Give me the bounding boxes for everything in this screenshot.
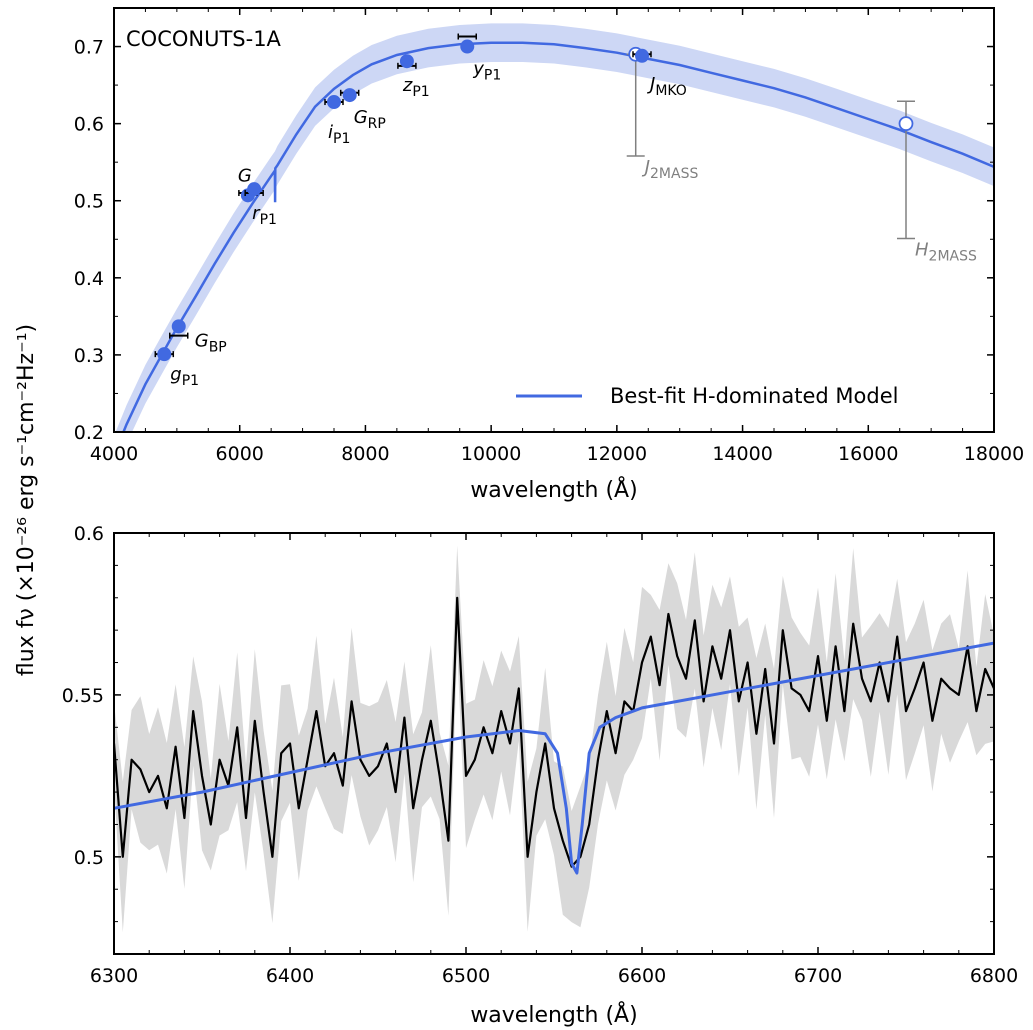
bottom-model-line: [114, 641, 994, 875]
top-xtick-label: 10000: [461, 443, 521, 465]
photometry-label: JMKO: [647, 74, 687, 99]
bottom-x-axis-title: wavelength (Å): [470, 1001, 637, 1028]
photometry-label: zP1: [402, 75, 430, 100]
photometry-point: [327, 95, 341, 110]
photometry-point: [399, 54, 414, 69]
photometry-point: [247, 182, 262, 197]
bottom-xtick-label: 6300: [90, 965, 138, 987]
top-xtick-label: 14000: [712, 443, 772, 465]
photometry-label: G: [238, 165, 252, 186]
bottom-ytick-label: 0.55: [62, 685, 104, 707]
top-xtick-label: 6000: [216, 443, 264, 465]
top-ytick-label: 0.2: [74, 422, 104, 444]
top-ytick-label: 0.3: [74, 345, 104, 367]
photometry-label: gP1: [170, 364, 199, 389]
photometry-label: yP1: [472, 59, 501, 84]
y-axis-title: flux fν (×10⁻²⁶ erg s⁻¹cm⁻²Hz⁻¹): [14, 324, 39, 676]
top-model-line: [122, 41, 994, 432]
photometry-label: GRP: [354, 107, 386, 132]
photometry-point: [171, 319, 186, 334]
bottom-xtick-label: 6400: [266, 965, 314, 987]
legend: Best-fit H-dominated Model: [516, 384, 898, 408]
top-xtick-label: 16000: [838, 443, 898, 465]
top-reference-points: J2MASS H2MASS: [626, 46, 977, 265]
top-x-axis-title: wavelength (Å): [470, 476, 637, 503]
top-ytick-label: 0.4: [74, 268, 104, 290]
photometry-label: rP1: [252, 203, 277, 228]
bottom-spectrum-band: [114, 545, 994, 933]
top-xtick-label: 8000: [341, 443, 389, 465]
bottom-lines: [114, 596, 994, 875]
top-xtick-label: 12000: [587, 443, 647, 465]
bottom-ticks: 6300 6400 6500 6600 6700 6800 0.5 0.55 0.6: [62, 523, 1018, 987]
photometry-label: iP1: [328, 122, 350, 147]
model-line: [122, 41, 994, 432]
photometry-point: [635, 48, 649, 63]
bottom-panel: 6300 6400 6500 6600 6700 6800 0.5 0.55 0.6 wavel…: [62, 523, 1018, 1028]
bottom-axes-frame: [113, 532, 995, 955]
top-ytick-label: 0.5: [74, 191, 104, 213]
bottom-xtick-label: 6600: [618, 965, 666, 987]
top-xtick-label: 18000: [964, 443, 1024, 465]
top-ytick-label: 0.7: [74, 37, 104, 59]
top-annotation: COCONUTS-1A: [126, 27, 282, 51]
ref-point: [898, 116, 914, 132]
spectrum-uncertainty-band: [114, 545, 994, 933]
top-xtick-label: 4000: [90, 443, 138, 465]
bottom-ytick-label: 0.5: [74, 847, 104, 869]
photometry-label: GBP: [195, 330, 227, 355]
ref-label: H2MASS: [915, 240, 977, 265]
photometry-point: [342, 88, 357, 103]
spectrum-line: [114, 596, 994, 868]
photometry-point: [460, 39, 475, 54]
bottom-xtick-label: 6700: [794, 965, 842, 987]
bottom-xtick-label: 6500: [442, 965, 490, 987]
photometry-point: [157, 347, 172, 362]
bottom-xtick-label: 6800: [970, 965, 1018, 987]
legend-label: Best-fit H-dominated Model: [610, 384, 898, 408]
top-ytick-label: 0.6: [74, 114, 104, 136]
top-ticks: 4000 6000 8000 10000 12000 14000 16000 18000 0.2…: [74, 7, 1024, 465]
bottom-ytick-label: 0.6: [74, 523, 104, 545]
ref-label: J2MASS: [642, 157, 699, 182]
